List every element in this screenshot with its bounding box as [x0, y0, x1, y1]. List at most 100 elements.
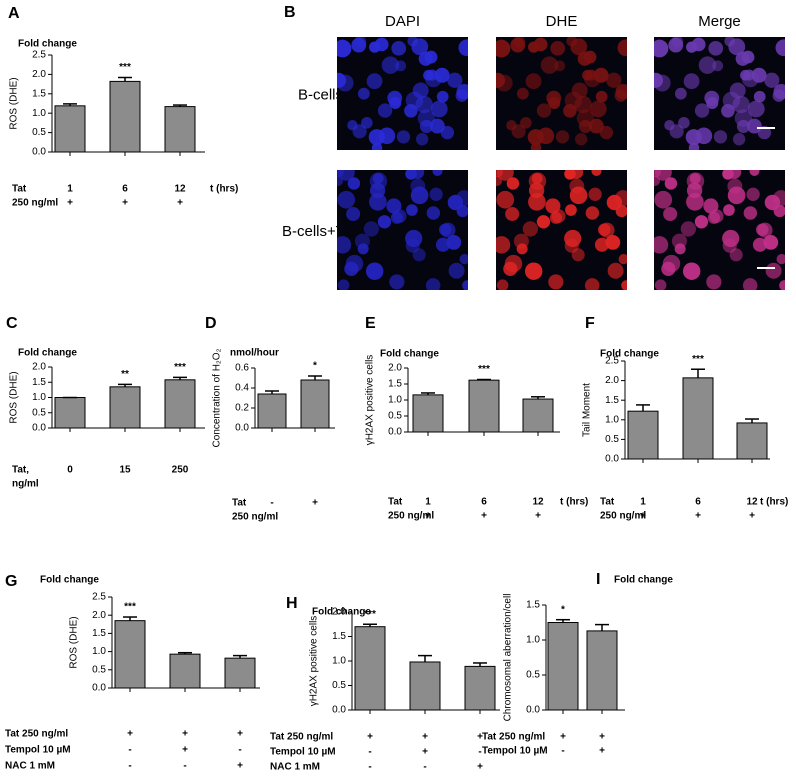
- cell: [740, 69, 751, 81]
- cell: [605, 234, 621, 250]
- cell: [598, 223, 611, 236]
- cell: [708, 40, 724, 56]
- cell: [511, 124, 526, 139]
- cell: [496, 190, 515, 209]
- cell: [664, 177, 678, 190]
- unit-label: Fold change: [600, 349, 659, 360]
- cell: [528, 41, 540, 53]
- cell: [688, 142, 700, 150]
- cell: [682, 262, 701, 280]
- micrograph: [496, 37, 627, 150]
- row-header: B-cells: [298, 86, 343, 103]
- bar: [586, 630, 618, 711]
- cell: [654, 72, 664, 88]
- cell: [618, 253, 627, 265]
- cell: [765, 262, 782, 279]
- condition-value: +: [640, 511, 646, 522]
- condition-value: +: [67, 198, 73, 209]
- cell: [654, 236, 669, 254]
- cell: [753, 90, 766, 103]
- cell: [365, 262, 384, 280]
- condition-value: +: [477, 762, 483, 773]
- cell: [773, 204, 785, 218]
- cell: [742, 278, 758, 290]
- cell: [713, 130, 728, 144]
- cell: [426, 206, 441, 220]
- condition-value: 12: [746, 497, 758, 508]
- cell: [582, 69, 593, 81]
- cell: [344, 261, 359, 276]
- cell: [366, 73, 383, 90]
- significance: *: [313, 361, 317, 372]
- y-tick-label: 0.5: [526, 670, 540, 681]
- cell: [337, 39, 352, 58]
- cell: [520, 117, 532, 129]
- bar: [354, 626, 386, 711]
- cell: [546, 90, 562, 106]
- condition-label: 250 ng/ml: [12, 198, 58, 209]
- cell: [361, 117, 373, 129]
- cell: [496, 39, 511, 58]
- y-tick-label: 1.5: [32, 377, 46, 388]
- cell: [736, 119, 751, 133]
- cell: [615, 83, 627, 100]
- condition-label: NAC 1 mM: [5, 761, 55, 772]
- cell: [415, 95, 433, 114]
- cell: [436, 90, 449, 103]
- condition-label: 250 ng/ml: [388, 511, 434, 522]
- condition-value: 0: [67, 465, 73, 476]
- y-axis-label: Chromosomal aberration/cell: [503, 594, 514, 722]
- cell: [503, 261, 518, 276]
- y-tick-label: 1.0: [332, 656, 346, 667]
- cell: [371, 142, 383, 150]
- cell: [661, 261, 676, 276]
- condition-value: -: [238, 745, 241, 756]
- y-tick-label: 1.5: [388, 379, 402, 390]
- condition-value: +: [599, 732, 605, 743]
- cell: [419, 119, 434, 133]
- significance: ***: [364, 609, 376, 620]
- y-axis-label: ROS (DHE): [69, 616, 80, 668]
- condition-value: +: [127, 729, 133, 740]
- cell: [459, 253, 468, 265]
- condition-value: +: [237, 729, 243, 740]
- y-tick-label: 1.5: [32, 88, 46, 99]
- cell: [727, 178, 743, 194]
- micrograph: [496, 170, 627, 290]
- cell: [686, 192, 704, 211]
- panel-letter: E: [365, 315, 376, 332]
- y-axis-label: ROS (DHE): [9, 77, 20, 129]
- cell: [555, 130, 570, 144]
- cell: [607, 262, 624, 279]
- condition-label: Tat: [232, 498, 247, 509]
- bar: [409, 661, 441, 711]
- condition-value: 12: [174, 184, 186, 195]
- panel-letter: A: [8, 5, 20, 22]
- cell: [732, 133, 746, 146]
- unit-label: Fold change: [312, 607, 371, 618]
- cell: [732, 95, 750, 114]
- bar: [109, 80, 141, 153]
- y-tick-label: 0.6: [235, 363, 249, 374]
- cell: [337, 236, 352, 254]
- y-tick-label: 0.4: [235, 383, 249, 394]
- x-unit: t (hrs): [560, 497, 588, 508]
- cell: [423, 69, 434, 81]
- condition-value: 1: [640, 497, 646, 508]
- cell: [363, 221, 379, 237]
- y-tick-label: 0.5: [32, 127, 46, 138]
- cell: [606, 72, 622, 88]
- y-tick-label: 2.0: [32, 69, 46, 80]
- y-tick-label: 2.0: [605, 375, 619, 386]
- cell: [377, 103, 393, 118]
- cell: [354, 37, 367, 48]
- cell: [776, 253, 785, 265]
- cell: [669, 124, 684, 139]
- cell: [456, 83, 468, 100]
- condition-value: -: [368, 747, 371, 758]
- cell: [418, 51, 433, 66]
- y-tick-label: 0.5: [332, 680, 346, 691]
- cell: [695, 127, 713, 145]
- panel-letter: I: [596, 571, 600, 588]
- column-header: DHE: [546, 13, 578, 30]
